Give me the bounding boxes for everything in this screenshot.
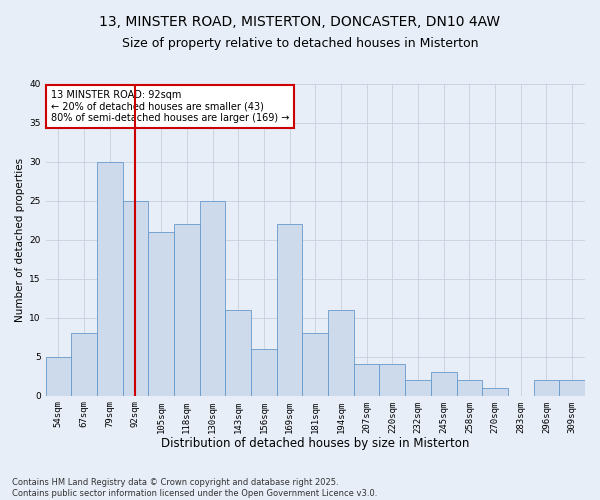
Text: Contains HM Land Registry data © Crown copyright and database right 2025.
Contai: Contains HM Land Registry data © Crown c… <box>12 478 377 498</box>
Bar <box>354 364 379 396</box>
Y-axis label: Number of detached properties: Number of detached properties <box>15 158 25 322</box>
Bar <box>405 380 431 396</box>
X-axis label: Distribution of detached houses by size in Misterton: Distribution of detached houses by size … <box>161 437 469 450</box>
Bar <box>431 372 457 396</box>
Bar <box>226 310 251 396</box>
Bar <box>174 224 200 396</box>
Bar <box>482 388 508 396</box>
Text: 13, MINSTER ROAD, MISTERTON, DONCASTER, DN10 4AW: 13, MINSTER ROAD, MISTERTON, DONCASTER, … <box>100 15 500 29</box>
Bar <box>200 200 226 396</box>
Bar <box>46 356 71 396</box>
Bar <box>302 334 328 396</box>
Bar <box>559 380 585 396</box>
Bar <box>457 380 482 396</box>
Bar <box>277 224 302 396</box>
Bar <box>379 364 405 396</box>
Text: 13 MINSTER ROAD: 92sqm
← 20% of detached houses are smaller (43)
80% of semi-det: 13 MINSTER ROAD: 92sqm ← 20% of detached… <box>51 90 289 123</box>
Bar <box>122 200 148 396</box>
Bar <box>533 380 559 396</box>
Bar <box>97 162 122 396</box>
Bar <box>148 232 174 396</box>
Bar <box>328 310 354 396</box>
Bar <box>71 334 97 396</box>
Bar <box>251 349 277 396</box>
Text: Size of property relative to detached houses in Misterton: Size of property relative to detached ho… <box>122 38 478 51</box>
